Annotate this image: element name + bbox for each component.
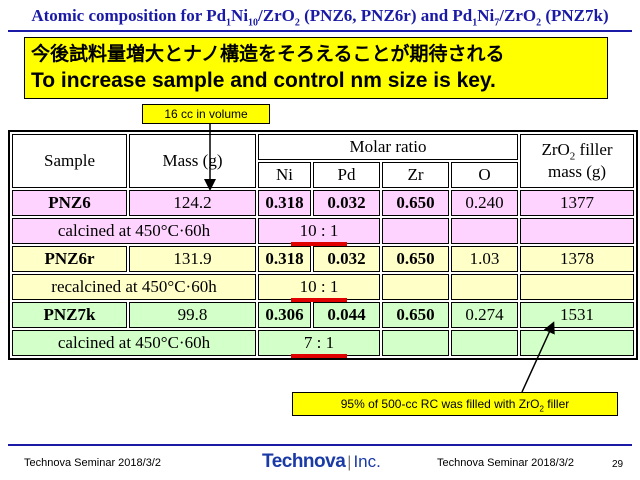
empty-cell: [520, 274, 635, 300]
o-value: 1.03: [451, 246, 519, 272]
ratio-underline: [291, 242, 347, 246]
zr-value: 0.650: [382, 246, 449, 272]
zr-value: 0.650: [382, 302, 449, 328]
sample-mass: 124.2: [129, 190, 256, 216]
filler-mass: 1377: [520, 190, 635, 216]
sample-name: PNZ7k: [12, 302, 127, 328]
empty-cell: [451, 330, 519, 356]
ni-pd-ratio: 7 : 1: [258, 330, 380, 358]
empty-cell: [382, 274, 449, 300]
ratio-underline: [291, 354, 347, 358]
empty-cell: [520, 218, 635, 244]
table-row: calcined at 450°C·60h 7 : 1: [12, 330, 635, 358]
o-value: 0.240: [451, 190, 519, 216]
empty-cell: [451, 218, 519, 244]
filler-callout: 95% of 500-cc RC was filled with ZrO2 fi…: [292, 392, 618, 416]
zr-value: 0.650: [382, 190, 449, 216]
ni-pd-ratio: 10 : 1: [258, 218, 380, 246]
ni-value: 0.318: [258, 246, 311, 272]
header-filler: ZrO2 filler mass (g): [520, 134, 635, 188]
header-ni: Ni: [258, 162, 311, 188]
footer-left-text: Technova Seminar 2018/3/2: [24, 457, 161, 469]
header-molar-ratio: Molar ratio: [258, 134, 519, 160]
composition-table: Sample Mass (g) Molar ratio ZrO2 filler m…: [8, 130, 639, 360]
table-row: PNZ6 124.2 0.318 0.032 0.650 0.240 1377: [12, 190, 635, 216]
pd-value: 0.044: [313, 302, 380, 328]
footer-divider: [8, 444, 632, 446]
headline-box: 今後試料量増大とナノ構造をそろえることが期待される To increase sa…: [24, 37, 608, 99]
header-o: O: [451, 162, 519, 188]
footer-right-text: Technova Seminar 2018/3/2: [437, 457, 574, 469]
ni-value: 0.306: [258, 302, 311, 328]
headline-english: To increase sample and control nm size i…: [31, 69, 496, 92]
title-divider: [8, 30, 632, 32]
page-number: 29: [612, 459, 624, 470]
sample-mass: 99.8: [129, 302, 256, 328]
empty-cell: [382, 218, 449, 244]
pd-value: 0.032: [313, 190, 380, 216]
headline-japanese: 今後試料量増大とナノ構造をそろえることが期待される: [31, 43, 505, 65]
volume-callout: 16 cc in volume: [142, 104, 270, 124]
empty-cell: [451, 274, 519, 300]
o-value: 0.274: [451, 302, 519, 328]
calcination-note: calcined at 450°C·60h: [12, 218, 256, 244]
empty-cell: [520, 330, 635, 356]
table-row: recalcined at 450°C·60h 10 : 1: [12, 274, 635, 302]
empty-cell: [382, 330, 449, 356]
header-sample: Sample: [12, 134, 127, 188]
sample-mass: 131.9: [129, 246, 256, 272]
technova-logo: Technova | Inc.: [262, 451, 381, 472]
filler-mass: 1531: [520, 302, 635, 328]
sample-name: PNZ6: [12, 190, 127, 216]
table-row: PNZ6r 131.9 0.318 0.032 0.650 1.03 1378: [12, 246, 635, 272]
filler-arrow: [521, 321, 555, 393]
filler-mass: 1378: [520, 246, 635, 272]
header-zr: Zr: [382, 162, 449, 188]
pd-value: 0.032: [313, 246, 380, 272]
ni-value: 0.318: [258, 190, 311, 216]
table-row: PNZ7k 99.8 0.306 0.044 0.650 0.274 1531: [12, 302, 635, 328]
ratio-underline: [291, 298, 347, 302]
ni-pd-ratio: 10 : 1: [258, 274, 380, 302]
slide-title: Atomic composition for Pd1Ni10/ZrO2 (PNZ…: [31, 6, 609, 29]
header-mass: Mass (g): [129, 134, 256, 188]
sample-name: PNZ6r: [12, 246, 127, 272]
calcination-note: recalcined at 450°C·60h: [12, 274, 256, 300]
table-row: calcined at 450°C·60h 10 : 1: [12, 218, 635, 246]
header-pd: Pd: [313, 162, 380, 188]
calcination-note: calcined at 450°C·60h: [12, 330, 256, 356]
